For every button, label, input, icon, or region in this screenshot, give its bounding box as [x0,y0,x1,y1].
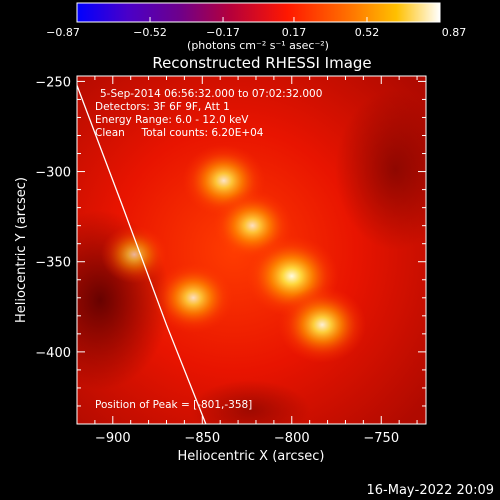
x-tick-label: −750 [363,431,399,446]
y-axis-label: Heliocentric Y (arcsec) [14,177,29,323]
colorbar-gradient [76,2,441,23]
detectors-label: Detectors: 3F 6F 9F, Att 1 [95,101,230,113]
colorbar-tick-label: 0.52 [355,26,380,39]
x-tick-label: −850 [184,431,220,446]
y-tick-label: −300 [35,166,71,181]
colorbar-tick-label: −0.87 [46,26,80,39]
dark-region-right [335,90,426,250]
x-axis-ticks: −900 −850 −800 −750 [94,76,418,446]
y-axis-ticks: −250 −300 −350 −400 [35,75,426,407]
plot-frame [76,75,427,425]
colorbar-tick-label: −0.17 [206,26,240,39]
energy-range-label: Energy Range: 6.0 - 12.0 keV [95,114,249,126]
colorbar-ticks: −0.87 −0.52 −0.17 0.17 0.52 0.87 [46,17,466,39]
x-axis-label: Heliocentric X (arcsec) [178,449,325,464]
emission-source [278,286,367,364]
solar-limb-line [77,83,207,424]
timestamp-label: 16‑May‑2022 20:09 [367,483,494,498]
colorbar-tick-label: 0.17 [282,26,307,39]
clean-counts-label: Clean Total counts: 6.20E+04 [95,127,264,139]
x-tick-label: −800 [274,431,310,446]
y-tick-label: −400 [35,346,71,361]
chart-title: Reconstructed RHESSI Image [152,54,371,72]
colorbar: −0.87 −0.52 −0.17 0.17 0.52 0.87 (photons cm⁻… [46,2,466,52]
colorbar-tick-label: 0.87 [442,26,467,39]
dark-region-bottom [190,380,310,424]
time-range-label: 5-Sep-2014 06:56:32.000 to 07:02:32.000 [100,88,322,100]
y-tick-label: −250 [35,75,71,90]
colorbar-unit-label: (photons cm⁻² s⁻¹ asec⁻²) [187,39,329,52]
emission-source [152,262,234,333]
peak-position-label: Position of Peak = [-801,-358] [95,399,252,411]
x-tick-label: −900 [95,431,131,446]
annotations: 5-Sep-2014 06:56:32.000 to 07:02:32.000 … [95,88,322,411]
colorbar-tick-label: −0.52 [133,26,167,39]
emission-source [101,225,168,284]
plot-area [77,76,426,424]
emission-sources [101,144,367,364]
y-tick-label: −350 [35,256,71,271]
